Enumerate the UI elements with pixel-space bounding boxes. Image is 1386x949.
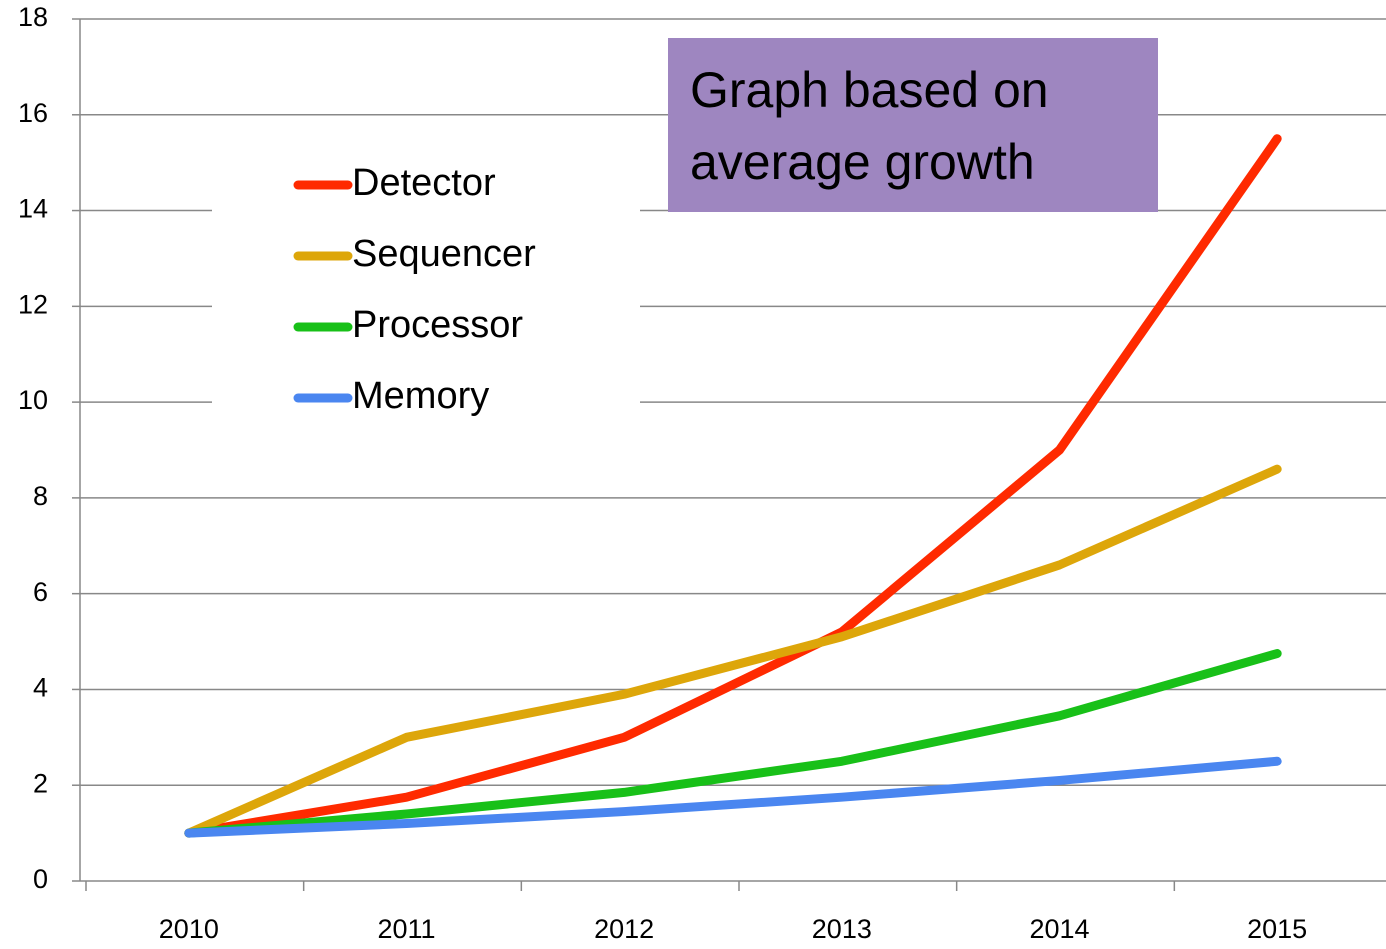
line [184, 756, 1282, 838]
annotation: average growth [690, 134, 1035, 190]
y-tick-label: 4 [33, 673, 48, 703]
legend-box [212, 150, 640, 432]
line [184, 134, 1282, 838]
y-tick-label: 14 [18, 194, 48, 224]
x-tick-label: 2013 [812, 914, 872, 944]
legend-label: Processor [352, 304, 523, 346]
legend-label: Sequencer [352, 233, 536, 275]
annotation-box [668, 38, 1158, 212]
x-tick-label: 2011 [377, 914, 435, 944]
line [184, 649, 1282, 838]
x-tick-label: 2014 [1029, 914, 1089, 944]
y-tick-label: 16 [18, 98, 48, 128]
y-tick-label: 10 [18, 385, 48, 415]
y-tick-label: 6 [33, 577, 48, 607]
x-tick-label: 2012 [594, 914, 654, 944]
y-tick-label: 0 [33, 864, 48, 894]
x-tick-label: 2015 [1247, 914, 1307, 944]
line [184, 464, 1282, 838]
annotation: Graph based on [690, 62, 1049, 118]
y-tick-label: 2 [33, 768, 48, 798]
legend-label: Detector [352, 162, 496, 204]
y-tick-label: 12 [18, 289, 48, 319]
y-tick-label: 18 [18, 2, 48, 32]
legend-label: Memory [352, 375, 489, 417]
x-tick-label: 2010 [159, 914, 219, 944]
y-tick-label: 8 [33, 481, 48, 511]
